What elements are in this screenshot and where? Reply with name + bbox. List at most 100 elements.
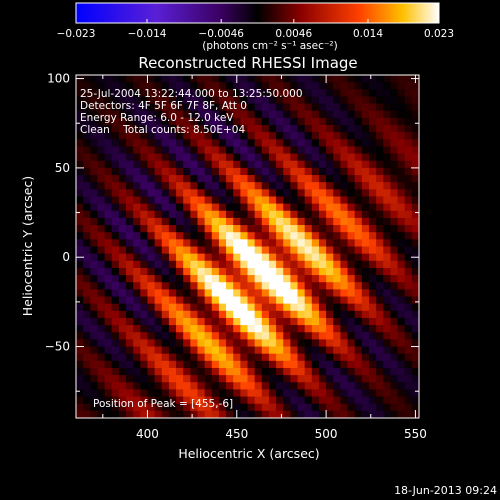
heatmap-cell — [354, 396, 363, 405]
heatmap-cell — [154, 310, 163, 319]
heatmap-cell — [176, 196, 184, 205]
heatmap-cell — [97, 196, 106, 205]
heatmap-cell — [383, 139, 392, 148]
heatmap-cell — [347, 196, 356, 205]
heatmap-cell — [147, 403, 156, 412]
heatmap-cell — [204, 160, 213, 169]
heatmap-cell — [333, 360, 341, 369]
heatmap-cell — [161, 125, 170, 133]
heatmap-cell — [190, 110, 199, 119]
heatmap-cell — [118, 382, 127, 391]
heatmap-cell — [304, 332, 313, 340]
heatmap-cell — [168, 382, 177, 391]
heatmap-cell — [276, 360, 284, 369]
heatmap-cell — [376, 246, 384, 255]
heatmap-cell — [190, 332, 199, 340]
heatmap-cell — [354, 303, 363, 312]
heatmap-cell — [226, 375, 234, 383]
heatmap-cell — [176, 75, 184, 83]
heatmap-cell — [197, 396, 206, 405]
heatmap-cell — [347, 389, 356, 398]
heatmap-cell — [176, 139, 184, 148]
heatmap-cell — [290, 353, 299, 362]
heatmap-cell — [190, 403, 199, 412]
heatmap-cell — [197, 310, 206, 319]
heatmap-cell — [233, 289, 241, 298]
heatmap-cell — [168, 153, 177, 162]
heatmap-cell — [118, 282, 127, 290]
heatmap-cell — [233, 253, 241, 262]
heatmap-cell — [247, 360, 256, 369]
heatmap-cell — [268, 267, 277, 276]
heatmap-cell — [240, 339, 249, 348]
heatmap-cell — [333, 389, 341, 398]
heatmap-cell — [140, 175, 149, 183]
heatmap-cell — [176, 182, 184, 190]
heatmap-cell — [318, 225, 327, 233]
heatmap-cell — [254, 196, 263, 205]
heatmap-cell — [347, 360, 356, 369]
heatmap-cell — [183, 253, 191, 262]
heatmap-cell — [161, 246, 170, 255]
heatmap-cell — [254, 132, 263, 140]
heatmap-cell — [326, 267, 334, 276]
heatmap-cell — [226, 196, 234, 205]
heatmap-cell — [276, 139, 284, 148]
heatmap-cell — [354, 182, 363, 190]
heatmap-cell — [333, 267, 341, 276]
heatmap-cell — [226, 360, 234, 369]
heatmap-cell — [154, 332, 163, 340]
heatmap-cell — [268, 153, 277, 162]
heatmap-cell — [390, 225, 399, 233]
heatmap-cell — [326, 403, 334, 412]
heatmap-cell — [247, 289, 256, 298]
heatmap-cell — [390, 375, 399, 383]
heatmap-cell — [311, 303, 320, 312]
heatmap-cell — [340, 167, 349, 176]
heatmap-cell — [254, 189, 263, 198]
heatmap-cell — [211, 339, 220, 348]
heatmap-cell — [354, 125, 363, 133]
heatmap-cell — [290, 367, 299, 376]
heatmap-cell — [333, 332, 341, 340]
heatmap-cell — [261, 189, 270, 198]
heatmap-cell — [97, 310, 106, 319]
heatmap-cell — [168, 289, 177, 298]
heatmap-cell — [311, 246, 320, 255]
heatmap-cell — [83, 125, 91, 133]
heatmap-cell — [226, 153, 234, 162]
heatmap-cell — [404, 289, 413, 298]
heatmap-cell — [118, 139, 127, 148]
heatmap-cell — [140, 89, 149, 98]
heatmap-cell — [397, 282, 406, 290]
heatmap-cell — [247, 89, 256, 98]
heatmap-cell — [247, 110, 256, 119]
heatmap-cell — [261, 175, 270, 183]
heatmap-cell — [304, 410, 313, 418]
heatmap-cell — [361, 210, 370, 219]
heatmap-cell — [90, 296, 99, 305]
heatmap-cell — [333, 189, 341, 198]
heatmap-cell — [140, 375, 149, 383]
heatmap-cell — [190, 125, 199, 133]
heatmap-cell — [111, 296, 120, 305]
heatmap-cell — [76, 246, 84, 255]
heatmap-cell — [376, 382, 384, 391]
heatmap-cell — [290, 410, 299, 418]
heatmap-cell — [111, 360, 120, 369]
heatmap-cell — [347, 289, 356, 298]
heatmap-cell — [318, 303, 327, 312]
heatmap-cell — [83, 389, 91, 398]
heatmap-cell — [297, 353, 306, 362]
heatmap-cell — [211, 239, 220, 248]
heatmap-cell — [404, 260, 413, 269]
heatmap-cell — [240, 260, 249, 269]
heatmap-cell — [347, 296, 356, 305]
heatmap-cell — [218, 410, 227, 418]
heatmap-cell — [368, 153, 377, 162]
heatmap-cell — [304, 146, 313, 155]
heatmap-cell — [354, 260, 363, 269]
heatmap-cell — [104, 403, 113, 412]
